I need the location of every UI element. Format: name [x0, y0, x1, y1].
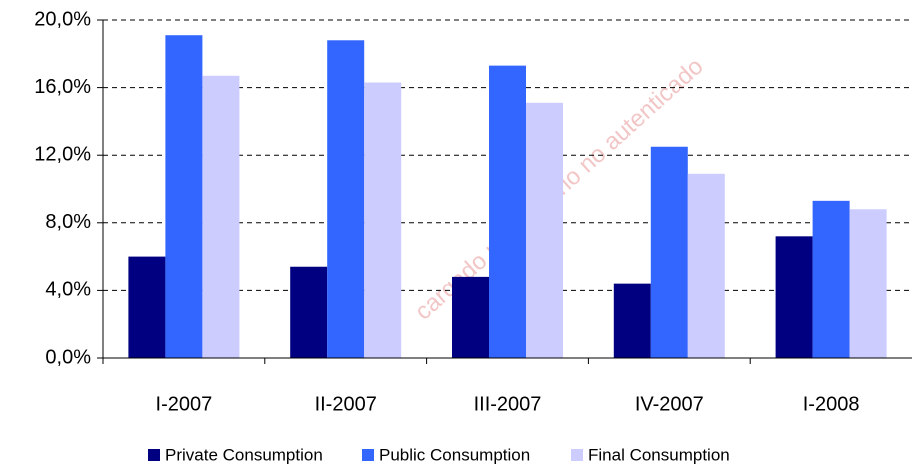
bar — [290, 266, 328, 358]
bar — [327, 40, 365, 358]
y-tick-label: 16,0% — [34, 76, 91, 98]
y-tick-label: 20,0% — [34, 8, 91, 30]
bar — [775, 236, 813, 358]
x-tick-label: III-2007 — [474, 393, 542, 415]
x-tick-label: II-2007 — [315, 393, 377, 415]
legend-label: Public Consumption — [379, 445, 530, 464]
legend-swatch — [362, 449, 374, 461]
bar — [526, 102, 563, 358]
y-tick-label: 8,0% — [45, 211, 91, 233]
x-tick-label: I-2008 — [803, 393, 860, 415]
x-tick-label: IV-2007 — [635, 393, 704, 415]
bar — [613, 283, 651, 358]
y-tick-label: 12,0% — [34, 143, 91, 165]
legend-swatch — [571, 449, 583, 461]
bar — [128, 256, 166, 358]
bar — [687, 173, 725, 358]
bar — [364, 82, 402, 358]
bar — [452, 276, 489, 358]
bar — [165, 35, 203, 359]
y-tick-label: 4,0% — [45, 279, 91, 301]
bar — [849, 209, 887, 358]
y-tick-label: 0,0% — [45, 346, 91, 368]
bar — [202, 75, 240, 359]
bar — [650, 146, 688, 358]
x-tick-label: I-2007 — [156, 393, 213, 415]
bar — [812, 200, 850, 358]
legend-label: Private Consumption — [165, 445, 323, 464]
legend-swatch — [148, 449, 160, 461]
bar — [489, 65, 526, 358]
legend-label: Final Consumption — [588, 445, 730, 464]
